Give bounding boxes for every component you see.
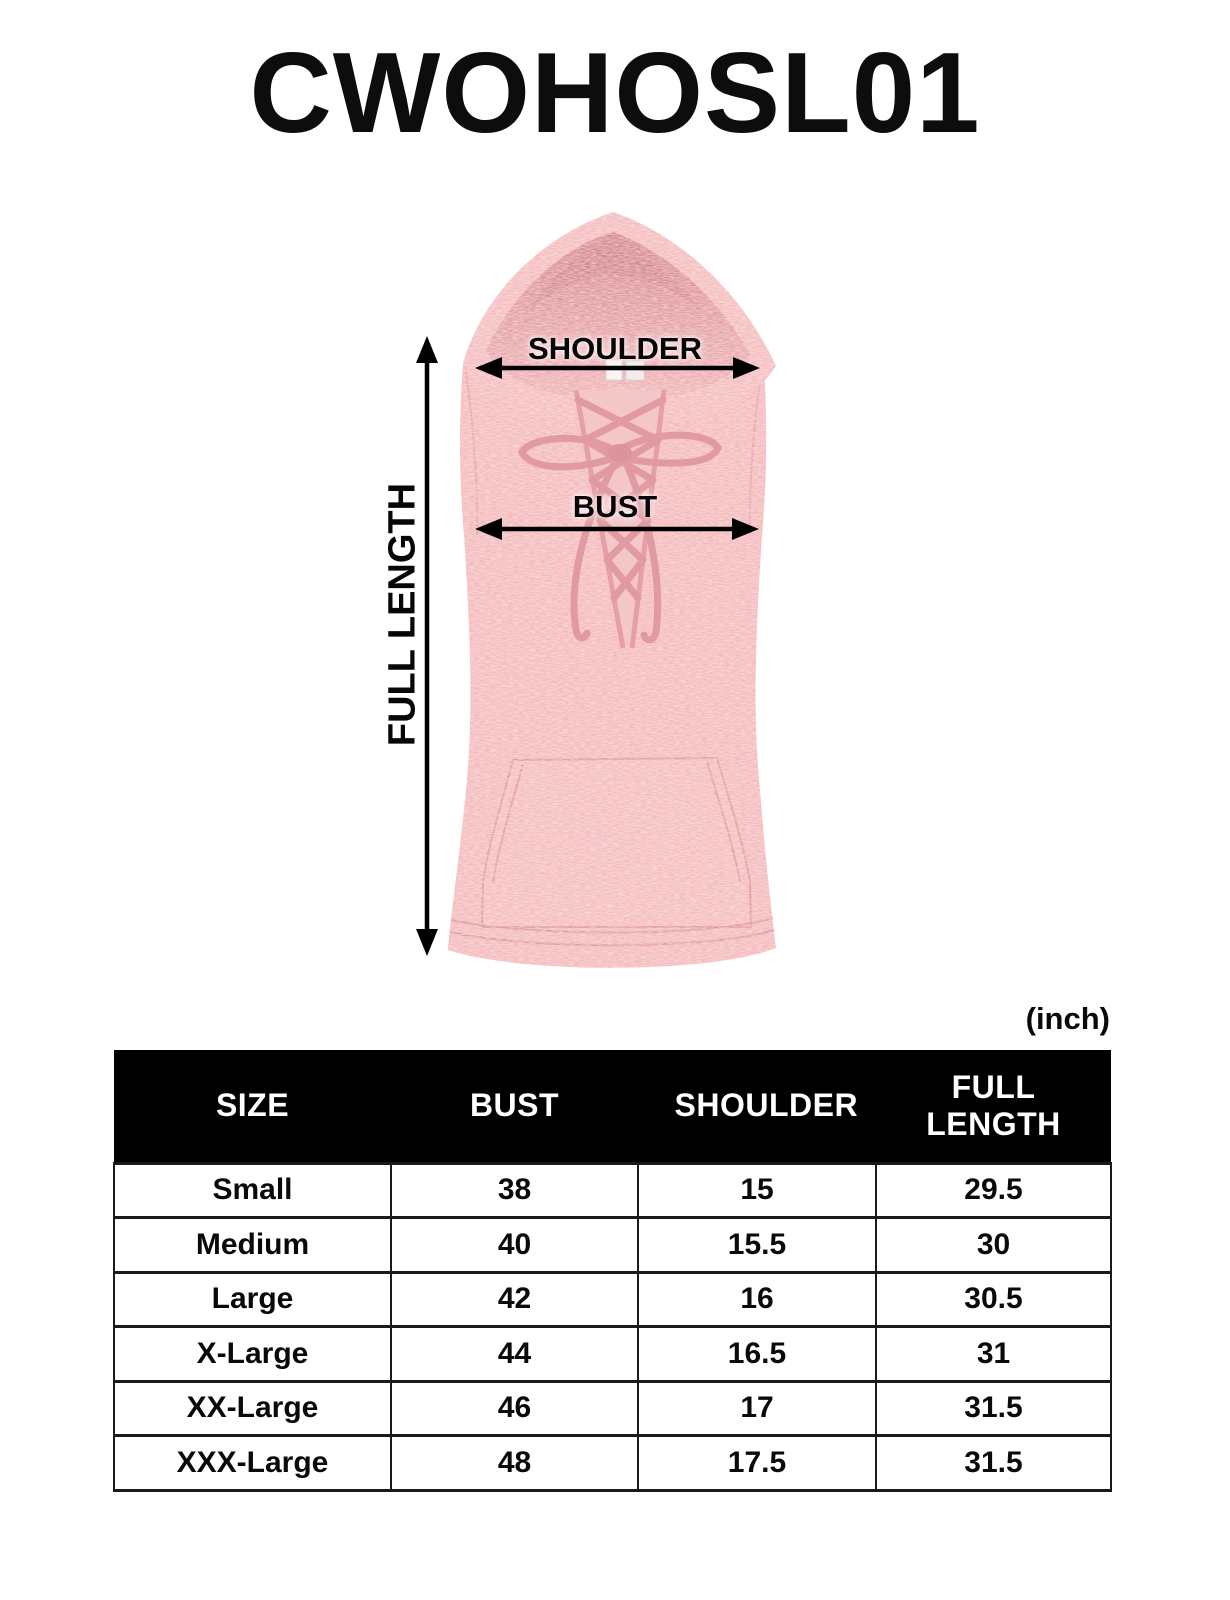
table-row-xxx-large: XXX-Large 48 17.5 31.5	[113, 1434, 1112, 1492]
shoulder-cell: 15	[637, 1161, 877, 1219]
full-length-arrow	[416, 336, 438, 956]
column-header-shoulder: SHOULDER	[638, 1050, 876, 1163]
lace-up-drawstring	[518, 396, 722, 644]
full-length-cell: 31	[875, 1325, 1112, 1383]
hood-interior-shadow	[530, 240, 700, 310]
armhole-stitch-left	[465, 371, 479, 536]
hood-interior	[486, 232, 750, 397]
pocket-shape	[480, 756, 753, 928]
bust-cell: 38	[390, 1161, 639, 1219]
unit-label: (inch)	[1025, 1001, 1110, 1036]
bust-cell: 42	[390, 1270, 639, 1328]
pocket-stitch-right	[706, 761, 741, 883]
armhole-stitch-right	[748, 373, 762, 536]
measurement-arrows	[416, 336, 760, 956]
size-chart-header: SIZE BUST SHOULDER FULL LENGTH	[114, 1050, 1111, 1163]
bust-arrow	[475, 518, 759, 540]
bust-cell: 40	[390, 1216, 639, 1274]
garment-illustration	[416, 212, 776, 968]
table-row-medium: Medium 40 15.5 30	[113, 1216, 1112, 1274]
full-length-cell: 31.5	[875, 1434, 1112, 1492]
table-row-xx-large: XX-Large 46 17 31.5	[113, 1379, 1112, 1437]
size-chart-table: SIZE BUST SHOULDER FULL LENGTH Small 38 …	[113, 1050, 1112, 1492]
hem-stitch-lower	[449, 929, 775, 947]
table-row-x-large: X-Large 44 16.5 31	[113, 1325, 1112, 1383]
size-cell: X-Large	[113, 1325, 392, 1383]
bust-cell: 48	[390, 1434, 639, 1492]
hem-stitch-upper	[450, 917, 774, 934]
shoulder-arrow	[475, 357, 760, 379]
neckline-lining	[573, 390, 667, 652]
pocket-stitch-left	[492, 763, 524, 883]
full-length-cell: 31.5	[875, 1379, 1112, 1437]
shoulder-cell: 16.5	[637, 1325, 877, 1383]
full-length-label: FULL LENGTH	[381, 482, 424, 747]
shoulder-label: SHOULDER	[528, 331, 702, 366]
bow-knot	[608, 444, 632, 462]
column-header-size: SIZE	[114, 1050, 391, 1163]
column-header-full-length: FULL LENGTH	[876, 1050, 1111, 1163]
table-row-small: Small 38 15 29.5	[113, 1161, 1112, 1219]
bust-cell: 46	[390, 1379, 639, 1437]
shoulder-cell: 17.5	[637, 1434, 877, 1492]
shoulder-cell: 16	[637, 1270, 877, 1328]
full-length-cell: 30	[875, 1216, 1112, 1274]
measurement-diagram: SHOULDER BUST FULL LENGTH	[380, 190, 850, 980]
full-length-cell: 30.5	[875, 1270, 1112, 1328]
shoulder-cell: 15.5	[637, 1216, 877, 1274]
column-header-bust: BUST	[391, 1050, 638, 1163]
shoulder-cell: 17	[637, 1379, 877, 1437]
size-cell: Large	[113, 1270, 392, 1328]
size-cell: XX-Large	[113, 1379, 392, 1437]
size-cell: Small	[113, 1161, 392, 1219]
size-cell: Medium	[113, 1216, 392, 1274]
size-cell: XXX-Large	[113, 1434, 392, 1492]
full-length-cell: 29.5	[875, 1161, 1112, 1219]
bust-cell: 44	[390, 1325, 639, 1383]
page-title: CWOHOSL01	[249, 30, 981, 157]
bust-label: BUST	[572, 489, 658, 524]
table-row-large: Large 42 16 30.5	[113, 1270, 1112, 1328]
